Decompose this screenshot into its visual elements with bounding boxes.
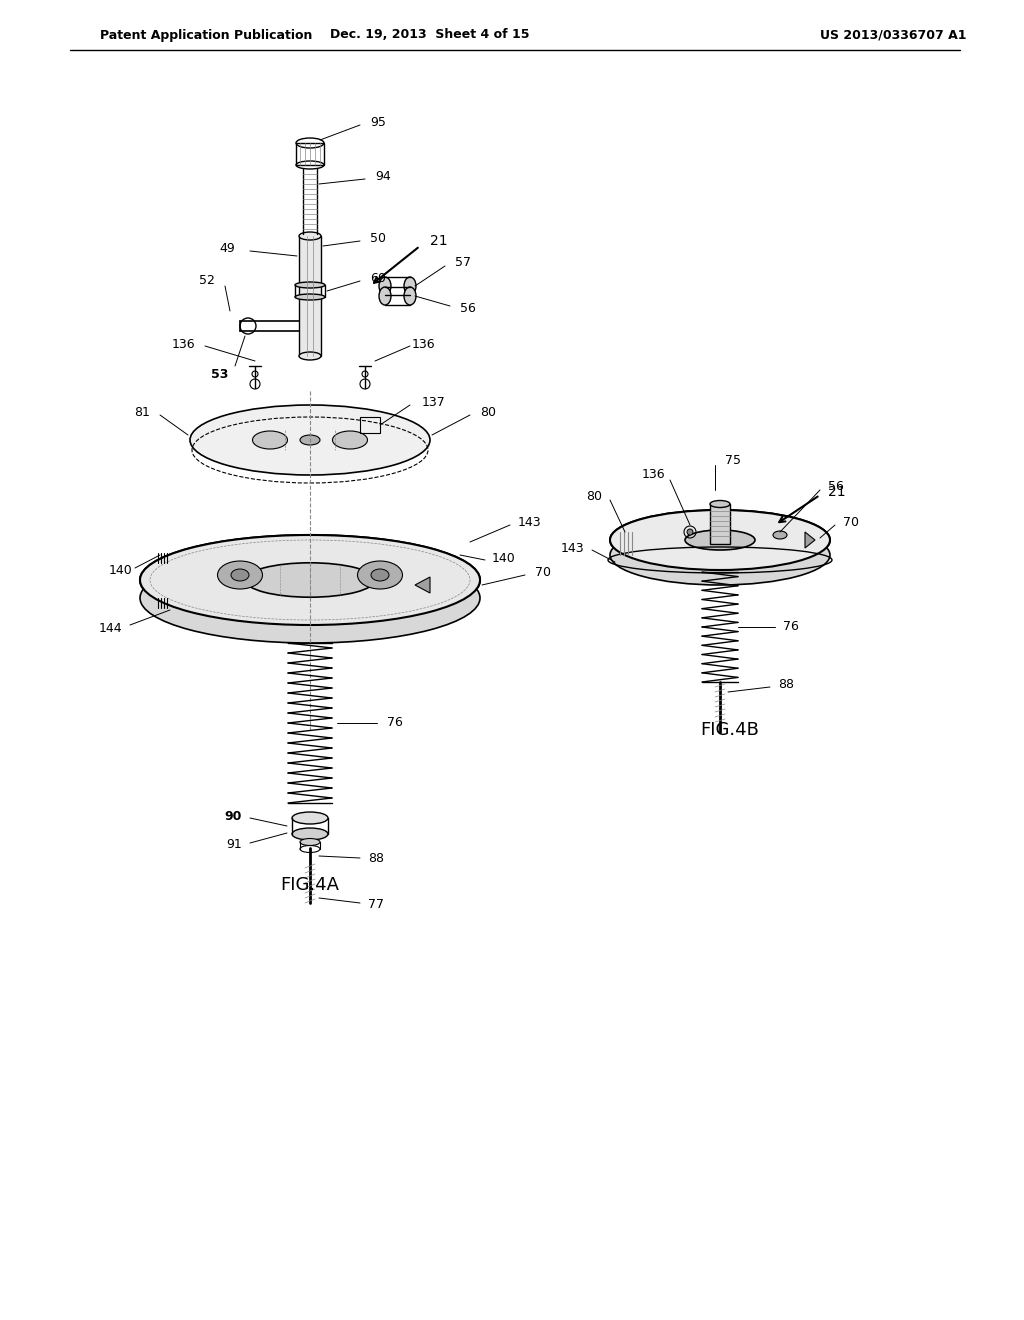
Text: 70: 70 — [535, 566, 551, 579]
Text: US 2013/0336707 A1: US 2013/0336707 A1 — [820, 29, 967, 41]
Ellipse shape — [357, 561, 402, 589]
Ellipse shape — [610, 525, 830, 585]
Ellipse shape — [404, 277, 416, 294]
Ellipse shape — [253, 432, 288, 449]
Text: 91: 91 — [226, 838, 242, 851]
Text: 77: 77 — [368, 899, 384, 912]
Text: 137: 137 — [422, 396, 445, 408]
Text: 56: 56 — [460, 301, 476, 314]
Text: 76: 76 — [783, 620, 799, 634]
Bar — [360, 417, 380, 433]
Ellipse shape — [371, 569, 389, 581]
Bar — [710, 504, 730, 544]
Polygon shape — [415, 577, 430, 593]
Text: 76: 76 — [387, 717, 402, 730]
Text: 136: 136 — [412, 338, 435, 351]
Text: 144: 144 — [98, 622, 122, 635]
Text: FIG.4B: FIG.4B — [700, 721, 760, 739]
Text: 95: 95 — [370, 116, 386, 129]
Text: Dec. 19, 2013  Sheet 4 of 15: Dec. 19, 2013 Sheet 4 of 15 — [331, 29, 529, 41]
Ellipse shape — [140, 553, 480, 643]
Text: Patent Application Publication: Patent Application Publication — [100, 29, 312, 41]
Ellipse shape — [300, 838, 319, 846]
Ellipse shape — [292, 828, 328, 840]
Ellipse shape — [140, 535, 480, 624]
Text: 94: 94 — [375, 170, 391, 183]
Bar — [299, 236, 321, 356]
Ellipse shape — [217, 561, 262, 589]
Text: 75: 75 — [725, 454, 741, 466]
Text: 88: 88 — [368, 851, 384, 865]
Ellipse shape — [610, 510, 830, 570]
Bar — [296, 143, 324, 165]
Ellipse shape — [610, 510, 830, 570]
Ellipse shape — [685, 531, 755, 550]
Ellipse shape — [140, 535, 480, 624]
Ellipse shape — [245, 562, 375, 597]
Ellipse shape — [299, 232, 321, 240]
Text: 136: 136 — [641, 469, 665, 482]
Text: 52: 52 — [199, 275, 215, 288]
Text: 81: 81 — [134, 407, 150, 420]
Text: 143: 143 — [560, 541, 584, 554]
Text: 60: 60 — [370, 272, 386, 285]
Ellipse shape — [333, 432, 368, 449]
Ellipse shape — [773, 531, 787, 539]
Text: 53: 53 — [211, 367, 228, 380]
Text: 21: 21 — [828, 484, 846, 499]
Ellipse shape — [292, 812, 328, 824]
Ellipse shape — [295, 294, 325, 300]
Ellipse shape — [379, 286, 391, 305]
Text: 80: 80 — [480, 407, 496, 420]
Ellipse shape — [710, 500, 730, 507]
Ellipse shape — [379, 277, 391, 294]
Text: 49: 49 — [219, 243, 234, 256]
Polygon shape — [805, 532, 815, 548]
Text: 56: 56 — [828, 480, 844, 494]
Text: 80: 80 — [586, 491, 602, 503]
Text: 50: 50 — [370, 232, 386, 246]
Text: 136: 136 — [171, 338, 195, 351]
Text: 143: 143 — [518, 516, 542, 528]
Ellipse shape — [190, 405, 430, 475]
Ellipse shape — [231, 569, 249, 581]
Text: 21: 21 — [430, 234, 447, 248]
Ellipse shape — [295, 282, 325, 288]
Circle shape — [687, 529, 693, 535]
Text: 57: 57 — [455, 256, 471, 269]
Text: 90: 90 — [224, 809, 242, 822]
Ellipse shape — [300, 436, 319, 445]
Text: 88: 88 — [778, 678, 794, 692]
Text: 140: 140 — [109, 564, 132, 577]
Text: 140: 140 — [492, 552, 516, 565]
Text: FIG.4A: FIG.4A — [281, 876, 340, 894]
Ellipse shape — [299, 352, 321, 360]
Ellipse shape — [404, 286, 416, 305]
Text: 70: 70 — [843, 516, 859, 528]
